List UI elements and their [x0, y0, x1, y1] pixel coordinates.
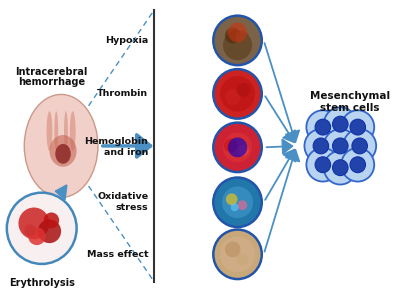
- Circle shape: [228, 138, 247, 157]
- Circle shape: [213, 230, 262, 279]
- Circle shape: [306, 110, 339, 144]
- Circle shape: [350, 157, 366, 173]
- Text: Thrombin: Thrombin: [97, 89, 148, 98]
- Circle shape: [226, 193, 238, 205]
- Ellipse shape: [24, 94, 98, 197]
- Circle shape: [341, 110, 374, 144]
- Circle shape: [44, 213, 59, 228]
- Text: Hemoglobin
and iron: Hemoglobin and iron: [84, 138, 148, 157]
- Ellipse shape: [54, 111, 58, 151]
- Circle shape: [306, 148, 339, 182]
- Circle shape: [225, 89, 240, 105]
- Circle shape: [313, 138, 329, 154]
- Ellipse shape: [46, 111, 52, 151]
- Text: Hypoxia: Hypoxia: [105, 36, 148, 45]
- Circle shape: [332, 160, 348, 175]
- Text: Mesenchymal: Mesenchymal: [310, 91, 390, 101]
- Ellipse shape: [52, 96, 71, 124]
- Circle shape: [315, 119, 331, 135]
- Text: Mass effect: Mass effect: [86, 250, 148, 259]
- Circle shape: [213, 16, 262, 65]
- Circle shape: [225, 241, 240, 257]
- Circle shape: [315, 157, 331, 173]
- Circle shape: [222, 187, 253, 218]
- Circle shape: [324, 107, 357, 141]
- Circle shape: [213, 123, 262, 172]
- Circle shape: [223, 30, 252, 60]
- Circle shape: [223, 133, 252, 162]
- Circle shape: [236, 253, 248, 265]
- Circle shape: [24, 224, 36, 236]
- Circle shape: [236, 83, 250, 97]
- Circle shape: [231, 203, 238, 211]
- Circle shape: [18, 208, 50, 239]
- Circle shape: [332, 116, 348, 132]
- Circle shape: [341, 148, 374, 182]
- Circle shape: [238, 145, 249, 156]
- Circle shape: [228, 22, 247, 42]
- Circle shape: [324, 151, 357, 185]
- Text: Intracerebral: Intracerebral: [15, 67, 88, 77]
- Circle shape: [213, 69, 262, 119]
- Circle shape: [224, 138, 238, 152]
- Circle shape: [28, 227, 46, 245]
- Circle shape: [332, 138, 348, 154]
- Circle shape: [225, 27, 240, 44]
- Circle shape: [324, 129, 357, 163]
- Text: stem cells: stem cells: [320, 103, 380, 113]
- Circle shape: [238, 200, 247, 210]
- Circle shape: [236, 30, 249, 44]
- Text: Erythrolysis: Erythrolysis: [9, 278, 75, 288]
- Text: hemorrhage: hemorrhage: [18, 77, 85, 86]
- Circle shape: [343, 129, 376, 163]
- Ellipse shape: [55, 144, 71, 164]
- Ellipse shape: [70, 111, 76, 151]
- Circle shape: [38, 219, 61, 243]
- Ellipse shape: [50, 135, 77, 167]
- Circle shape: [220, 76, 255, 112]
- Circle shape: [350, 119, 366, 135]
- Circle shape: [7, 193, 77, 264]
- Circle shape: [213, 178, 262, 227]
- Ellipse shape: [64, 111, 68, 151]
- Circle shape: [220, 237, 255, 272]
- Text: Oxidative
stress: Oxidative stress: [97, 192, 148, 212]
- Circle shape: [352, 138, 368, 154]
- Circle shape: [304, 129, 337, 163]
